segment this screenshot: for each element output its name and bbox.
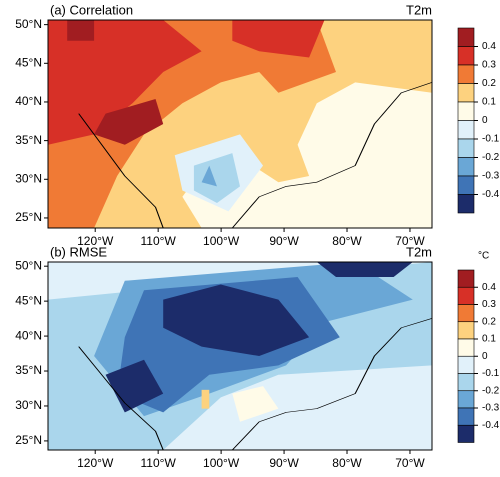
y-tick-label: 45°N: [15, 293, 42, 307]
plot-frame: [47, 261, 433, 451]
colorbar-box: [457, 304, 475, 323]
colorbar-label: -0.4: [482, 420, 500, 431]
y-tick-label: 35°N: [15, 363, 42, 377]
colorbar-unit: °C: [478, 251, 489, 262]
y-tick-label: 25°N: [15, 433, 42, 447]
colorbar-box: [457, 175, 475, 195]
colorbar-box: [457, 338, 475, 357]
y-tick-label: 25°N: [15, 210, 42, 224]
colorbar-label: -0.2: [482, 385, 500, 396]
colorbar-box: [457, 355, 475, 374]
x-tick-label: 100°W: [203, 456, 240, 470]
colorbar-label: 0.2: [482, 316, 496, 327]
colorbar-label: -0.3: [482, 171, 500, 182]
x-tick-label: 70°W: [395, 234, 425, 248]
variable-label: T2m: [406, 244, 432, 259]
colorbar-label: 0: [482, 351, 488, 362]
colorbar-label: -0.4: [482, 189, 500, 200]
colorbar-box: [457, 46, 475, 66]
colorbar-label: 0.3: [482, 60, 496, 71]
colorbar-box: [457, 120, 475, 140]
field-b: [48, 262, 432, 450]
colorbar-label: 0.3: [482, 299, 496, 310]
y-tick-label: 45°N: [15, 55, 42, 69]
x-tick-label: 120°W: [77, 234, 114, 248]
colorbar-box: [457, 194, 475, 214]
colorbar-box: [457, 373, 475, 392]
x-tick-label: 110°W: [141, 234, 177, 248]
colorbar-label: -0.2: [482, 152, 500, 163]
x-tick-label: 70°W: [395, 456, 425, 470]
colorbar-label: -0.1: [482, 134, 500, 145]
x-tick-label: 90°W: [269, 456, 299, 470]
colorbar-box: [457, 390, 475, 409]
y-tick-label: 35°N: [15, 133, 42, 147]
colorbar-label: 0.1: [482, 334, 496, 345]
colorbar-box: [457, 286, 475, 305]
colorbar-label: 0.2: [482, 78, 496, 89]
colorbar-box: [457, 64, 475, 84]
colorbar-label: 0: [482, 115, 488, 126]
colorbar-label: 0.1: [482, 97, 496, 108]
colorbar-box: [457, 321, 475, 340]
colorbar-box: [457, 269, 475, 288]
field-a: [48, 20, 432, 228]
y-tick-label: 40°N: [15, 94, 42, 108]
x-tick-label: 90°W: [269, 234, 299, 248]
y-tick-label: 30°N: [15, 398, 42, 412]
plot-frame: [47, 19, 433, 229]
y-tick-label: 40°N: [15, 328, 42, 342]
colorbar-box: [457, 101, 475, 121]
panel-title: (a) Correlation: [50, 2, 133, 17]
panel-title: (b) RMSE: [50, 244, 107, 259]
colorbar-box: [457, 138, 475, 158]
x-tick-label: 120°W: [77, 456, 114, 470]
x-tick-label: 80°W: [332, 456, 362, 470]
x-tick-label: 80°W: [332, 234, 362, 248]
colorbar-box: [457, 157, 475, 177]
y-tick-label: 30°N: [15, 171, 42, 185]
colorbar-label: 0.4: [482, 41, 496, 52]
colorbar-label: -0.3: [482, 403, 500, 414]
y-tick-label: 50°N: [15, 258, 42, 272]
colorbar-label: 0.4: [482, 282, 496, 293]
colorbar-box: [457, 83, 475, 103]
variable-label: T2m: [406, 2, 432, 17]
x-tick-label: 110°W: [141, 456, 177, 470]
x-tick-label: 100°W: [203, 234, 240, 248]
y-tick-label: 50°N: [15, 17, 42, 31]
colorbar-box: [457, 424, 475, 443]
colorbar-box: [457, 27, 475, 47]
colorbar-box: [457, 407, 475, 426]
colorbar-label: -0.1: [482, 368, 500, 379]
